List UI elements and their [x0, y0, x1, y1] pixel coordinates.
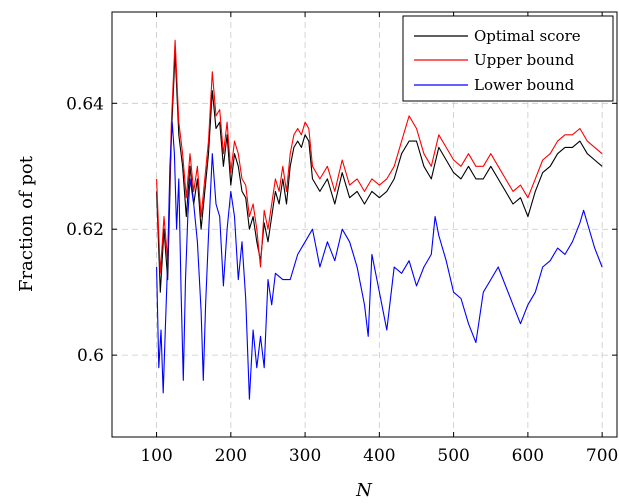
legend-label-optimal-score: Optimal score [474, 27, 581, 45]
series-line-optimal-score [156, 52, 603, 293]
x-tick-label: 400 [363, 446, 395, 466]
x-tick-label: 200 [215, 446, 247, 466]
series-layer [156, 39, 603, 400]
legend-label-lower-bound: Lower bound [474, 76, 575, 94]
ticks-layer: 100 200 300 400 500 600 700 0.6 0.62 0.64 [66, 12, 618, 466]
plot-frame [111, 11, 618, 438]
x-tick-label: 500 [437, 446, 469, 466]
y-tick-label: 0.62 [66, 220, 104, 240]
legend-label-upper-bound: Upper bound [474, 51, 575, 69]
y-axis-title: Fraction of pot [16, 155, 37, 292]
x-tick-label: 100 [140, 446, 172, 466]
y-tick-label: 0.64 [66, 94, 104, 114]
x-tick-label: 300 [289, 446, 321, 466]
legend: Optimal score Upper bound Lower bound [402, 15, 614, 102]
x-axis-title: N [355, 480, 373, 501]
legend-box [402, 15, 614, 102]
series-line-upper-bound [156, 39, 603, 274]
y-tick-label: 0.6 [77, 346, 104, 366]
x-tick-label: 600 [512, 446, 544, 466]
x-tick-label: 700 [586, 446, 618, 466]
series-line-lower-bound [156, 121, 603, 400]
